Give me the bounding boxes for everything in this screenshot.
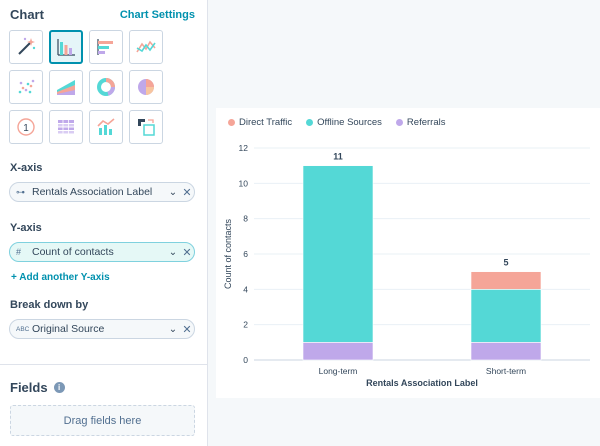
- section-divider: [0, 364, 208, 365]
- chart-type-vertical-bar[interactable]: [49, 30, 83, 64]
- y-axis-label: Y-axis: [10, 222, 42, 234]
- donut-chart-icon: [97, 78, 115, 96]
- legend-dot: [395, 119, 403, 126]
- chart-type-combo[interactable]: [89, 110, 123, 144]
- tree-icon: ⊶: [16, 186, 25, 197]
- number-icon: #: [16, 247, 22, 257]
- y-tick-label: 10: [239, 178, 249, 188]
- x-tick-label: Short-term: [486, 366, 526, 376]
- chart-settings-link[interactable]: Chart Settings: [119, 9, 195, 21]
- legend-dot: [228, 119, 235, 126]
- chevron-down-icon[interactable]: ⌄: [168, 186, 178, 198]
- break-down-label: Break down by: [10, 299, 89, 311]
- chart-type-pivot[interactable]: [129, 110, 163, 144]
- chart-type-area[interactable]: [49, 70, 83, 104]
- legend-dot: [306, 119, 314, 126]
- chart-type-line[interactable]: [129, 30, 163, 64]
- bar-total-label: 5: [503, 258, 508, 268]
- chart-legend: Direct Traffic Offline Sources Referrals: [228, 117, 445, 128]
- y-axis-title: Count of contacts: [223, 218, 233, 289]
- x-axis-label: X-axis: [10, 162, 43, 174]
- svg-text:1: 1: [23, 123, 29, 134]
- y-tick-label: 0: [243, 355, 248, 365]
- left-panel: Chart Chart Settings: [0, 0, 208, 446]
- bar-segment: [470, 342, 542, 361]
- pie-chart-icon: [138, 79, 154, 95]
- x-tick-label: Long-term: [319, 366, 358, 376]
- bar-segment: [470, 289, 542, 343]
- y-axis-field-chip[interactable]: # Count of contacts ⌄ ✕: [9, 242, 195, 262]
- summary-number-icon: 1: [17, 118, 35, 136]
- close-icon[interactable]: ✕: [182, 323, 192, 336]
- legend-item[interactable]: Referrals: [395, 117, 446, 128]
- bar-segment: [470, 271, 542, 290]
- close-icon[interactable]: ✕: [182, 246, 192, 259]
- chart-type-table[interactable]: [49, 110, 83, 144]
- legend-item[interactable]: Direct Traffic: [228, 117, 292, 128]
- auto-chart-icon: [18, 37, 36, 55]
- y-tick-label: 4: [243, 284, 248, 294]
- y-tick-label: 8: [243, 214, 248, 224]
- legend-item[interactable]: Offline Sources: [306, 117, 382, 128]
- chart-type-auto[interactable]: [9, 30, 43, 64]
- y-axis-field-value: Count of contacts: [32, 246, 114, 258]
- pivot-table-icon: [138, 119, 155, 136]
- bar-segment: [302, 342, 374, 361]
- fields-dropzone[interactable]: Drag fields here: [10, 405, 195, 436]
- chart-type-scatter[interactable]: [9, 70, 43, 104]
- horizontal-bar-icon: [97, 39, 113, 55]
- x-axis-field-value: Rentals Association Label: [32, 186, 153, 198]
- x-axis-title: Rentals Association Label: [366, 378, 478, 388]
- y-tick-label: 2: [243, 320, 248, 330]
- table-icon: [58, 120, 74, 134]
- fields-title: Fields i: [10, 380, 65, 395]
- chart-section-title: Chart: [10, 7, 44, 22]
- info-icon[interactable]: i: [53, 382, 65, 393]
- break-down-field-value: Original Source: [32, 323, 105, 335]
- area-chart-icon: [57, 80, 75, 95]
- chart-type-grid: 1: [9, 30, 163, 144]
- chevron-down-icon[interactable]: ⌄: [168, 323, 178, 335]
- x-axis-field-chip[interactable]: ⊶ Rentals Association Label ⌄ ✕: [9, 182, 195, 202]
- legend-label: Offline Sources: [317, 117, 382, 128]
- chevron-down-icon[interactable]: ⌄: [168, 246, 178, 258]
- chart-type-summary[interactable]: 1: [9, 110, 43, 144]
- chart-type-donut[interactable]: [89, 70, 123, 104]
- legend-label: Direct Traffic: [239, 117, 293, 128]
- chart-type-pie[interactable]: [129, 70, 163, 104]
- bar-segment: [302, 165, 374, 343]
- add-y-axis-link[interactable]: + Add another Y-axis: [11, 272, 110, 283]
- text-type-icon: ABC: [16, 325, 30, 333]
- bar-total-label: 11: [333, 152, 343, 162]
- fields-title-text: Fields: [10, 380, 48, 395]
- close-icon[interactable]: ✕: [182, 186, 192, 199]
- chart-panel: Direct Traffic Offline Sources Referrals 0…: [216, 108, 600, 398]
- chart-type-horizontal-bar[interactable]: [89, 30, 123, 64]
- combo-chart-icon: [97, 118, 115, 135]
- vertical-bar-icon: [57, 39, 75, 56]
- scatter-icon: [18, 79, 35, 94]
- break-down-field-chip[interactable]: ABC Original Source ⌄ ✕: [9, 319, 195, 339]
- legend-label: Referrals: [406, 117, 446, 128]
- chart-svg: 0 2 4 6 8 10 12 Count of contacts 11 Long-term 5 Sh…: [223, 143, 590, 388]
- line-chart-icon: [136, 40, 156, 53]
- y-tick-label: 6: [243, 249, 248, 259]
- y-tick-label: 12: [239, 143, 249, 153]
